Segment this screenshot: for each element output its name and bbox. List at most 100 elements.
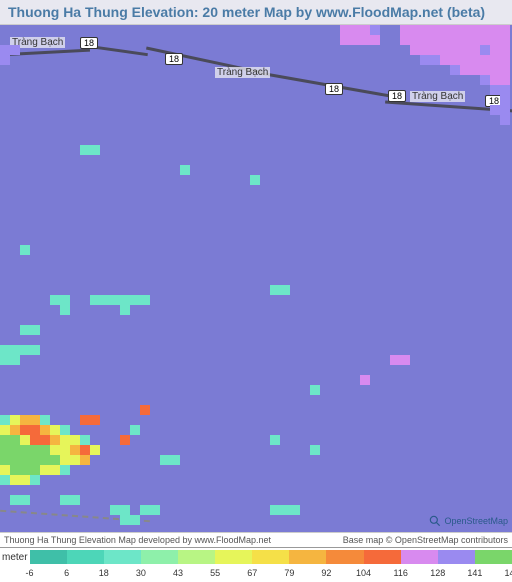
elevation-cell [90, 415, 100, 425]
elevation-cell [20, 415, 30, 425]
legend-tick: 6 [64, 568, 69, 578]
elevation-cell [460, 65, 470, 75]
elevation-cell [10, 415, 20, 425]
elevation-cell [50, 445, 60, 455]
elevation-cell [10, 435, 20, 445]
legend-swatch: 55 [215, 550, 252, 564]
elevation-cell [80, 445, 90, 455]
osm-attribution[interactable]: OpenStreetMap [428, 514, 508, 528]
elevation-cell [400, 25, 410, 35]
elevation-cell [160, 455, 170, 465]
elevation-cell [410, 45, 420, 55]
elevation-cell [430, 35, 440, 45]
elevation-cell [450, 25, 460, 35]
legend-tick: 67 [247, 568, 257, 578]
credits-right: Base map © OpenStreetMap contributors [343, 535, 508, 545]
elevation-cell [130, 295, 140, 305]
elevation-cell [130, 515, 140, 525]
elevation-cell [360, 25, 370, 35]
elevation-cell [10, 455, 20, 465]
elevation-cell [0, 45, 10, 55]
legend-swatch: 30 [141, 550, 178, 564]
elevation-cell [490, 75, 500, 85]
elevation-cell [490, 65, 500, 75]
elevation-cell [290, 505, 300, 515]
elevation-cell [20, 425, 30, 435]
elevation-cell [370, 25, 380, 35]
road-shield: 18 [165, 53, 183, 65]
elevation-cell [440, 35, 450, 45]
elevation-cell [310, 445, 320, 455]
legend-tick: 92 [321, 568, 331, 578]
elevation-cell [250, 175, 260, 185]
elevation-cell [490, 85, 500, 95]
elevation-cell [170, 455, 180, 465]
legend-tick: -6 [26, 568, 34, 578]
legend-tick: 55 [210, 568, 220, 578]
elevation-map[interactable]: Tràng Bạch 18 18 Tràng Bạch 18 18 Tràng … [0, 25, 512, 532]
legend-tick: 104 [356, 568, 371, 578]
elevation-cell [450, 45, 460, 55]
magnifier-icon [428, 514, 442, 528]
elevation-cell [60, 305, 70, 315]
legend-swatch: 6 [67, 550, 104, 564]
elevation-cell [470, 25, 480, 35]
elevation-cell [490, 55, 500, 65]
legend-swatch: 104 [364, 550, 401, 564]
elevation-cell [80, 145, 90, 155]
elevation-cell [50, 425, 60, 435]
elevation-cell [140, 405, 150, 415]
elevation-cell [270, 505, 280, 515]
road-label: Tràng Bạch [215, 67, 270, 78]
map-footer: Thuong Ha Thung Elevation Map developed … [0, 532, 512, 582]
elevation-cell [310, 385, 320, 395]
legend-swatch: 67 [252, 550, 289, 564]
elevation-cell [490, 105, 500, 115]
elevation-cell [10, 495, 20, 505]
elevation-cell [140, 505, 150, 515]
elevation-cell [270, 285, 280, 295]
elevation-cell [340, 25, 350, 35]
elevation-cell [120, 295, 130, 305]
elevation-cell [110, 295, 120, 305]
elevation-cell [30, 415, 40, 425]
elevation-cell [500, 35, 510, 45]
elevation-cell [270, 435, 280, 445]
elevation-cell [80, 415, 90, 425]
elevation-cell [0, 435, 10, 445]
elevation-cell [60, 435, 70, 445]
legend-tick: 116 [393, 568, 407, 578]
elevation-cell [370, 35, 380, 45]
elevation-cell [20, 495, 30, 505]
elevation-cell [400, 355, 410, 365]
elevation-cell [500, 115, 510, 125]
elevation-cell [440, 45, 450, 55]
elevation-cell [420, 35, 430, 45]
legend-tick: 141 [467, 568, 482, 578]
osm-label: OpenStreetMap [444, 516, 508, 526]
elevation-cell [0, 445, 10, 455]
elevation-cell [20, 455, 30, 465]
elevation-cell [120, 505, 130, 515]
elevation-cell [450, 65, 460, 75]
legend-tick: 43 [173, 568, 183, 578]
elevation-cell [280, 505, 290, 515]
elevation-cell [80, 455, 90, 465]
legend-swatch: 141141 [475, 550, 512, 564]
elevation-cell [40, 445, 50, 455]
elevation-cell [10, 465, 20, 475]
elevation-cell [90, 145, 100, 155]
elevation-cell [30, 445, 40, 455]
elevation-cell [360, 375, 370, 385]
elevation-cell [180, 165, 190, 175]
elevation-cell [130, 425, 140, 435]
elevation-cell [20, 435, 30, 445]
elevation-cell [10, 45, 20, 55]
elevation-cell [40, 425, 50, 435]
elevation-cell [20, 465, 30, 475]
elevation-cell [490, 45, 500, 55]
elevation-cell [500, 105, 510, 115]
elevation-cell [150, 505, 160, 515]
legend-swatch: 92 [326, 550, 363, 564]
elevation-cell [430, 45, 440, 55]
